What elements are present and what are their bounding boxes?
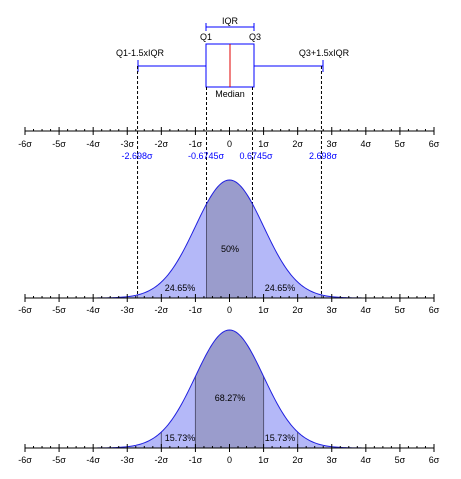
normal-curve-quartiles [25,179,434,299]
sigma-axis-bottom: -6σ -5σ -4σ -3σ -2σ -1σ 0 1σ 2σ 3σ 4σ 5σ 6σ [18,444,440,465]
axis-tick-label: 6σ [429,455,440,465]
axis-tick-label: 0 [227,305,232,315]
axis-tick-label: 5σ [395,305,406,315]
axis-tick-label: 1σ [258,305,269,315]
axis-tick-label: 6σ [429,139,440,149]
curve-tail-right [297,432,434,448]
axis-tick-label: 6σ [429,305,440,315]
axis-tick-label: 4σ [361,305,372,315]
region-label-left: 24.65% [165,283,196,293]
q1-label: Q1 [200,32,212,42]
boxplot-marker-labels: -2.698σ -0.6745σ 0.6745σ 2.698σ [121,151,337,161]
axis-tick-label: 3σ [326,139,337,149]
axis-tick-label: -1σ [189,139,203,149]
axis-tick-label: 2σ [292,305,303,315]
region-label-center: 50% [221,244,239,254]
curve-region-side [252,204,322,298]
axis-tick-label: 2σ [292,139,303,149]
region-label-left: 15.73% [165,433,196,443]
region-label-right: 24.65% [265,283,296,293]
axis-tick-label: -5σ [52,305,66,315]
axis-tick-label: -6σ [18,455,32,465]
left-whisker-label: Q1-1.5xIQR [116,48,165,58]
axis-tick-label: -4σ [86,305,100,315]
axis-tick-label: 0 [227,455,232,465]
axis-tick-label: -2σ [155,139,169,149]
right-whisker-label: Q3+1.5xIQR [299,48,350,58]
axis-tick-label: 1σ [258,139,269,149]
axis-tick-label: 1σ [258,455,269,465]
axis-tick-label: -2σ [155,305,169,315]
axis-tick-label: -3σ [120,455,134,465]
marker-label-neg-06745: -0.6745σ [188,151,225,161]
axis-tick-label: 2σ [292,455,303,465]
axis-tick-label: 5σ [395,455,406,465]
axis-tick-label: -5σ [52,455,66,465]
boxplot: IQR Q1 Q3 Median Q1-1.5xIQR Q3+1.5xIQR [116,16,350,99]
axis-tick-label: -4σ [86,139,100,149]
axis-tick-label: 4σ [361,455,372,465]
axis-tick-label: 5σ [395,139,406,149]
q3-label: Q3 [249,32,261,42]
curve-region-center [195,330,264,448]
marker-label-pos-06745: 0.6745σ [239,151,273,161]
curve-region-center [206,180,253,298]
axis-tick-label: -5σ [52,139,66,149]
region-label-right: 15.73% [265,433,296,443]
axis-tick-label: 4σ [361,139,372,149]
axis-tick-label: -2σ [155,455,169,465]
axis-tick-label: -1σ [189,455,203,465]
quartile-projection-lines [137,66,322,296]
region-label-center: 68.27% [215,393,246,403]
median-label: Median [215,89,245,99]
iqr-label: IQR [222,16,239,26]
curve-2-region-labels: 15.73% 68.27% 15.73% [165,393,296,443]
curve-tail-left [25,432,162,448]
axis-tick-label: -4σ [86,455,100,465]
sigma-axis-middle: -6σ -5σ -4σ -3σ -2σ -1σ 0 1σ 2σ 3σ 4σ 5σ 6σ [18,294,440,315]
axis-tick-label: 0 [227,139,232,149]
curve-1-region-labels: 24.65% 50% 24.65% [165,244,296,293]
axis-tick-label: -6σ [18,305,32,315]
curve-region-side [137,204,207,298]
marker-label-neg-2698: -2.698σ [121,151,153,161]
axis-tick-label: -1σ [189,305,203,315]
axis-tick-label: 3σ [326,305,337,315]
axis-tick-label: -6σ [18,139,32,149]
normal-curve-sigma [25,329,434,449]
marker-label-pos-2698: 2.698σ [309,151,338,161]
axis-tick-label: 3σ [326,455,337,465]
sigma-axis-top: -6σ -5σ -4σ -3σ -2σ -1σ 0 1σ 2σ 3σ 4σ 5σ 6σ [18,127,440,149]
axis-tick-label: -3σ [120,305,134,315]
axis-tick-label: -3σ [120,139,134,149]
